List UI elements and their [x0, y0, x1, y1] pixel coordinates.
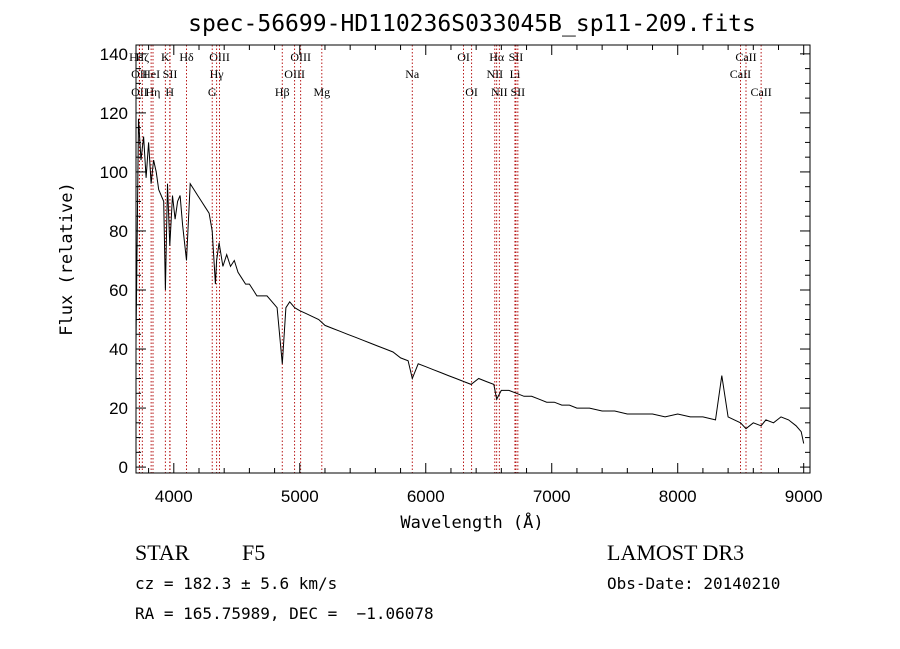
y-tick-label: 20 [109, 399, 128, 418]
line-label: Na [405, 67, 420, 81]
line-label: Hη [146, 85, 161, 99]
line-label: K [161, 50, 170, 64]
line-label: Hγ [210, 67, 225, 81]
y-tick-label: 60 [109, 281, 128, 300]
plot-frame [135, 44, 811, 474]
line-label: HeI [142, 67, 160, 81]
line-label: G [208, 85, 217, 99]
line-label: H [165, 85, 174, 99]
line-label: SII [509, 50, 524, 64]
y-tick-label: 40 [109, 340, 128, 359]
line-label: OIII [209, 50, 230, 64]
line-label: OIII [290, 50, 311, 64]
spectrum-chart: spec-56699-HD110236S033045B_sp11-209.fit… [57, 11, 823, 533]
line-label: Li [510, 67, 521, 81]
x-tick-label: 7000 [533, 487, 571, 506]
x-tick-label: 4000 [155, 487, 193, 506]
coordinates: RA = 165.75989, DEC = −1.06078 [135, 604, 434, 623]
line-label: NII [486, 67, 503, 81]
y-tick-label: 120 [100, 104, 128, 123]
line-label: Hδ [179, 50, 194, 64]
line-label: Hζ [135, 50, 149, 64]
y-tick-label: 140 [100, 45, 128, 64]
line-label: Mg [313, 85, 330, 99]
x-axis: 4000 5000 6000 7000 8000 9000 [148, 45, 823, 506]
survey-name: LAMOST DR3 [607, 540, 745, 565]
spectral-subclass: F5 [242, 540, 266, 565]
x-tick-label: 5000 [281, 487, 319, 506]
line-label: OIII [284, 67, 305, 81]
line-label: CaII [730, 67, 751, 81]
x-tick-label: 6000 [407, 487, 445, 506]
y-tick-label: 80 [109, 222, 128, 241]
object-class: STAR [135, 540, 190, 565]
line-label: Hα [489, 50, 505, 64]
y-tick-label: 100 [100, 163, 128, 182]
chart-title: spec-56699-HD110236S033045B_sp11-209.fit… [188, 11, 756, 37]
line-label: CaII [735, 50, 756, 64]
x-tick-label: 8000 [659, 487, 697, 506]
line-label: OI [465, 85, 478, 99]
x-axis-label: Wavelength (Å) [400, 511, 543, 533]
line-label: NII [491, 85, 508, 99]
redshift-velocity: cz = 182.3 ± 5.6 km/s [135, 574, 338, 593]
spectrum-line [135, 118, 805, 444]
y-tick-label: 0 [119, 458, 128, 477]
line-label: OI [457, 50, 470, 64]
line-label: CaII [750, 85, 771, 99]
y-axis: 0 20 40 60 80 100 120 140 [100, 45, 810, 477]
line-label: OII [131, 85, 148, 99]
y-axis-label: Flux (relative) [57, 182, 77, 336]
x-tick-label: 9000 [785, 487, 823, 506]
line-label: SII [511, 85, 526, 99]
line-label: Hβ [275, 85, 290, 99]
observation-date: Obs-Date: 20140210 [607, 574, 781, 593]
